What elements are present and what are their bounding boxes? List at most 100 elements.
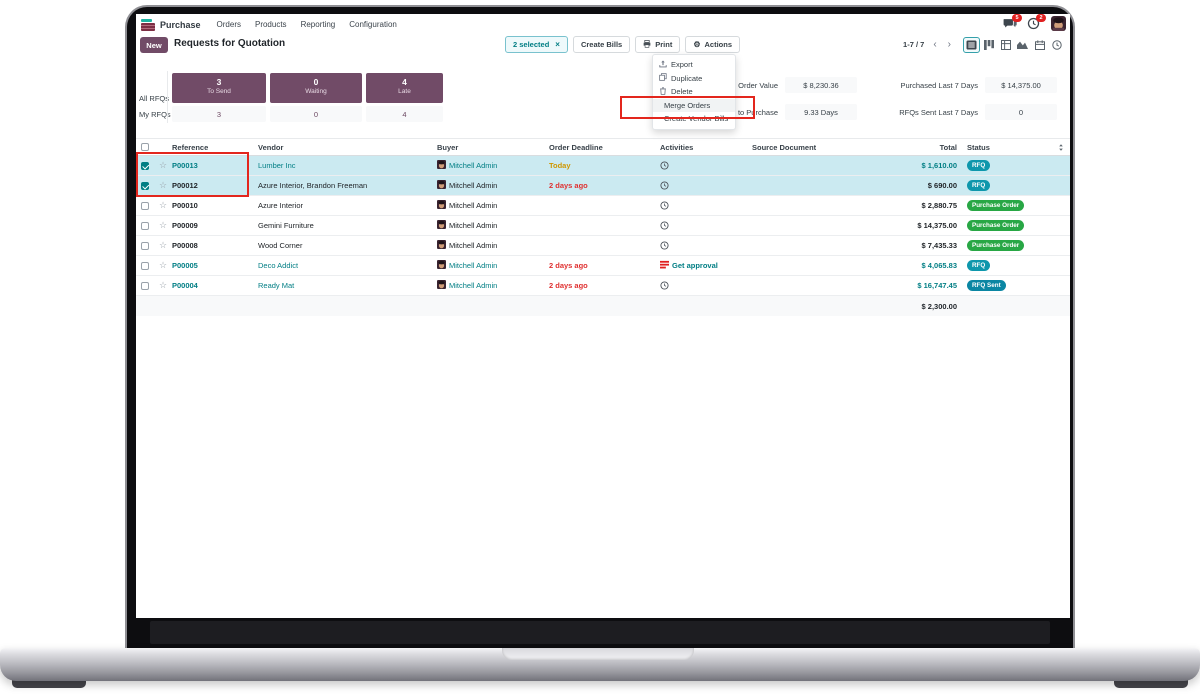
buyer-cell: Mitchell Admin bbox=[437, 220, 549, 231]
favorite-star-icon[interactable]: ☆ bbox=[158, 201, 168, 210]
selection-pill[interactable]: 2 selected × bbox=[505, 36, 568, 53]
table-row[interactable]: ☆ P00013 Lumber Inc Mitchell Admin Today… bbox=[136, 156, 1070, 176]
buyer-cell: Mitchell Admin bbox=[437, 260, 549, 271]
favorite-star-icon[interactable]: ☆ bbox=[158, 241, 168, 250]
row-checkbox[interactable] bbox=[141, 161, 149, 170]
vendor-cell: Azure Interior, Brandon Freeman bbox=[258, 181, 368, 190]
kpi-my-waiting[interactable]: 0 bbox=[270, 106, 362, 122]
status-cell: Purchase Order bbox=[961, 220, 1051, 232]
print-button[interactable]: Print bbox=[635, 36, 681, 53]
row-checkbox[interactable] bbox=[141, 221, 149, 230]
row-checkbox[interactable] bbox=[141, 181, 149, 190]
status-cell: RFQ bbox=[961, 180, 1051, 192]
dashboard-divider bbox=[167, 71, 168, 123]
graph-view-icon[interactable] bbox=[1014, 37, 1031, 53]
header-vendor[interactable]: Vendor bbox=[258, 142, 284, 152]
menu-export[interactable]: Export bbox=[653, 58, 735, 72]
row-checkbox[interactable] bbox=[141, 261, 149, 270]
table-row[interactable]: ☆ P00009 Gemini Furniture Mitchell Admin… bbox=[136, 216, 1070, 236]
favorite-star-icon[interactable]: ☆ bbox=[158, 221, 168, 230]
pager-next-icon[interactable]: › bbox=[947, 38, 951, 50]
pager-prev-icon[interactable]: ‹ bbox=[933, 38, 937, 50]
vendor-cell: Deco Addict bbox=[258, 261, 299, 270]
header-status[interactable]: Status bbox=[967, 142, 990, 152]
menu-products[interactable]: Products bbox=[254, 20, 287, 29]
favorite-star-icon[interactable]: ☆ bbox=[158, 281, 168, 290]
activity-cell[interactable] bbox=[657, 241, 752, 250]
vendor-cell: Ready Mat bbox=[258, 281, 295, 290]
list-view-icon[interactable] bbox=[963, 36, 980, 53]
menu-reporting[interactable]: Reporting bbox=[300, 20, 336, 29]
select-all-checkbox[interactable] bbox=[141, 143, 149, 151]
kpi-waiting[interactable]: 0 Waiting bbox=[270, 73, 362, 103]
buyer-avatar bbox=[437, 160, 446, 171]
actions-button[interactable]: ⚙ Actions bbox=[685, 36, 741, 53]
table-row[interactable]: ☆ P00008 Wood Corner Mitchell Admin $ 7,… bbox=[136, 236, 1070, 256]
table-row[interactable]: ☆ P00005 Deco Addict Mitchell Admin 2 da… bbox=[136, 256, 1070, 276]
kpi-my-late[interactable]: 4 bbox=[366, 106, 443, 122]
kpi-my-to-send[interactable]: 3 bbox=[172, 106, 266, 122]
menu-duplicate[interactable]: Duplicate bbox=[653, 72, 735, 86]
activity-cell[interactable] bbox=[657, 281, 752, 290]
buyer-avatar bbox=[437, 260, 446, 271]
activity-cell[interactable] bbox=[657, 221, 752, 230]
table-row[interactable]: ☆ P00010 Azure Interior Mitchell Admin $… bbox=[136, 196, 1070, 216]
pivot-view-icon[interactable] bbox=[997, 37, 1014, 53]
header-deadline[interactable]: Order Deadline bbox=[549, 142, 603, 152]
total-cell: $ 690.00 bbox=[927, 181, 957, 190]
menu-delete[interactable]: Delete bbox=[653, 85, 735, 99]
kpi-to-send[interactable]: 3 To Send bbox=[172, 73, 266, 103]
status-cell: RFQ Sent bbox=[961, 280, 1051, 292]
reference-cell: P00005 bbox=[172, 261, 198, 270]
header-activities[interactable]: Activities bbox=[660, 142, 694, 152]
rfq-list: Reference Vendor Buyer Order Deadline Ac… bbox=[136, 138, 1070, 316]
clear-selection-icon[interactable]: × bbox=[555, 39, 560, 49]
row-checkbox[interactable] bbox=[141, 241, 149, 250]
status-cell: RFQ bbox=[961, 260, 1051, 272]
messages-icon[interactable]: 5 bbox=[1003, 14, 1022, 31]
header-total[interactable]: Total bbox=[939, 142, 957, 152]
reference-cell: P00009 bbox=[172, 221, 198, 230]
optional-columns-icon[interactable] bbox=[1051, 143, 1070, 152]
row-checkbox[interactable] bbox=[141, 201, 149, 210]
activity-cell[interactable] bbox=[657, 161, 752, 170]
purchase-app-icon[interactable] bbox=[141, 18, 155, 31]
stat-rfqs-sent-7d: 0 bbox=[985, 104, 1057, 120]
calendar-view-icon[interactable] bbox=[1031, 37, 1048, 53]
activity-cell[interactable] bbox=[657, 201, 752, 210]
favorite-star-icon[interactable]: ☆ bbox=[158, 181, 168, 190]
status-cell: Purchase Order bbox=[961, 240, 1051, 252]
kpi-late[interactable]: 4 Late bbox=[366, 73, 443, 103]
selected-total-sum: $ 2,300.00 bbox=[921, 301, 957, 311]
favorite-star-icon[interactable]: ☆ bbox=[158, 161, 168, 170]
header-buyer[interactable]: Buyer bbox=[437, 142, 459, 152]
favorite-star-icon[interactable]: ☆ bbox=[158, 261, 168, 270]
activities-icon[interactable]: 2 bbox=[1027, 14, 1046, 31]
menu-configuration[interactable]: Configuration bbox=[349, 20, 397, 29]
status-badge: Purchase Order bbox=[967, 240, 1025, 252]
app-name[interactable]: Purchase bbox=[160, 19, 201, 30]
row-checkbox[interactable] bbox=[141, 281, 149, 290]
table-row[interactable]: ☆ P00012 Azure Interior, Brandon Freeman… bbox=[136, 176, 1070, 196]
status-badge: RFQ bbox=[967, 260, 991, 272]
kanban-view-icon[interactable] bbox=[980, 37, 997, 53]
vendor-cell: Gemini Furniture bbox=[258, 221, 314, 230]
activity-cell[interactable]: Get approval bbox=[657, 260, 752, 271]
create-bills-button[interactable]: Create Bills bbox=[572, 36, 631, 53]
stat-order-value: $ 8,230.36 bbox=[785, 77, 857, 93]
menu-orders[interactable]: Orders bbox=[216, 20, 241, 29]
header-source[interactable]: Source Document bbox=[752, 142, 817, 152]
buyer-avatar bbox=[437, 200, 446, 211]
new-button[interactable]: New bbox=[140, 37, 168, 53]
menu-create-vendor-bills[interactable]: Create Vendor Bills bbox=[664, 114, 729, 124]
activity-cell[interactable] bbox=[657, 181, 752, 190]
activity-view-icon[interactable] bbox=[1048, 37, 1065, 53]
table-row[interactable]: ☆ P00004 Ready Mat Mitchell Admin 2 days… bbox=[136, 276, 1070, 296]
menu-merge-orders[interactable]: Merge Orders bbox=[653, 98, 735, 112]
user-avatar[interactable] bbox=[1051, 16, 1066, 31]
header-reference[interactable]: Reference bbox=[172, 142, 209, 152]
stat-lead-time-label: to Purchase bbox=[737, 108, 778, 117]
reference-cell: P00013 bbox=[172, 161, 198, 170]
table-footer: $ 2,300.00 bbox=[136, 296, 1070, 316]
activity-label[interactable]: Get approval bbox=[672, 261, 718, 270]
